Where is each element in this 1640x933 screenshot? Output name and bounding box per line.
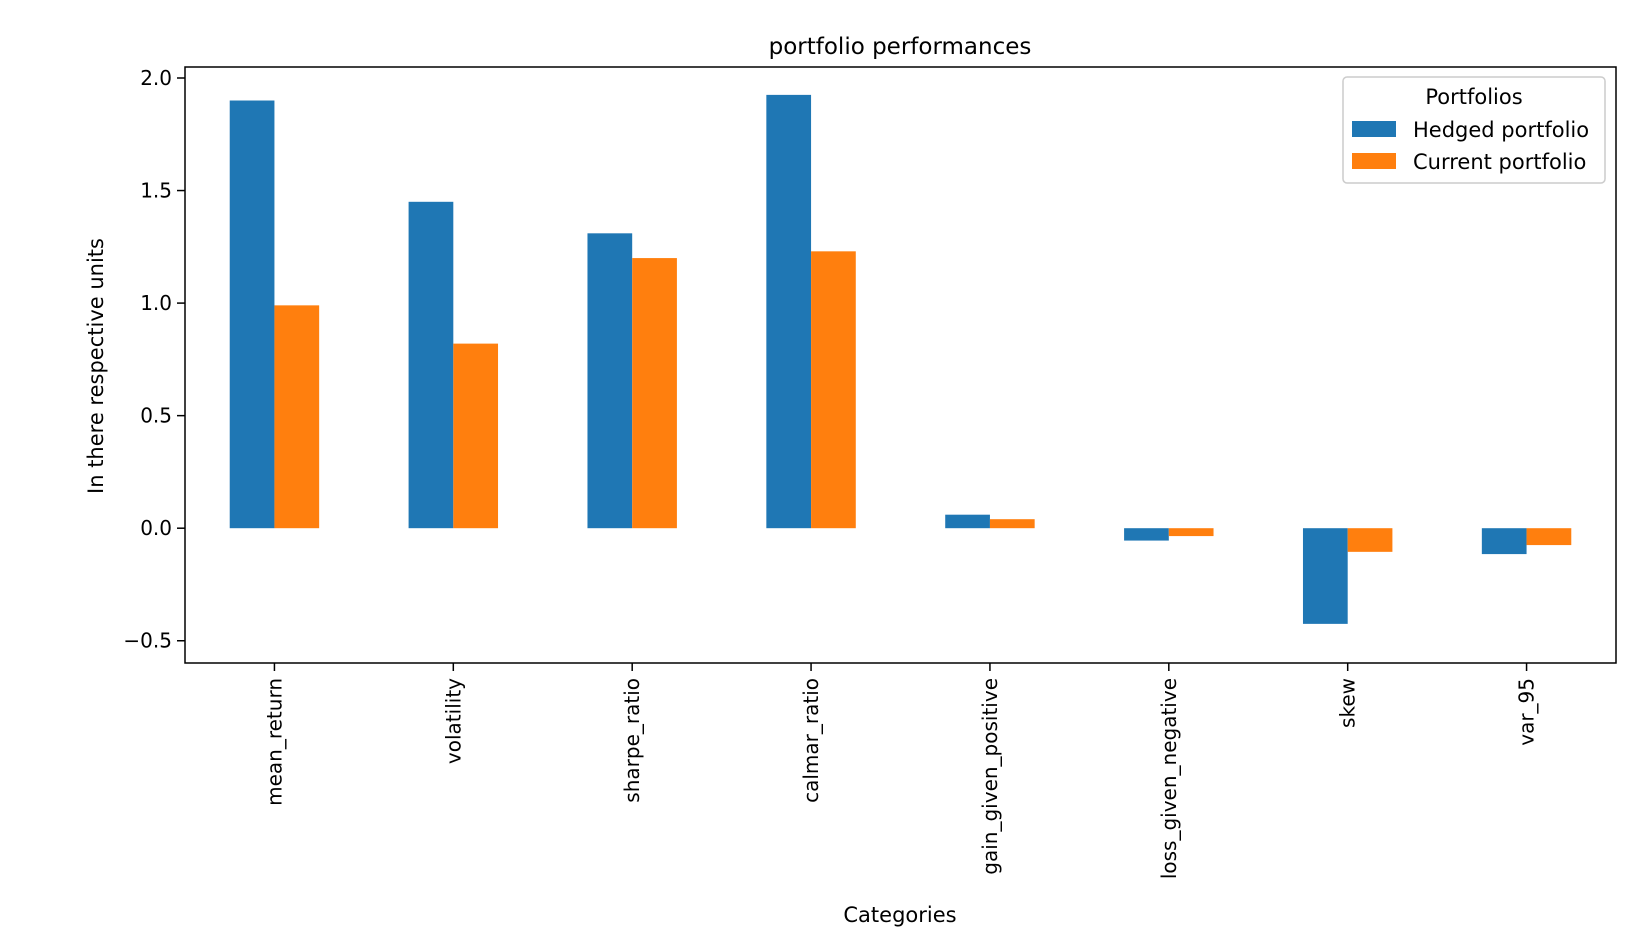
bar-hedged-var-95	[1481, 528, 1527, 555]
legend: Portfolios Hedged portfolio Current port…	[1342, 76, 1606, 184]
bar-current-calmar-ratio	[811, 251, 856, 529]
legend-box	[1342, 76, 1606, 184]
bar-hedged-skew	[1302, 528, 1348, 624]
bar-hedged-sharpe-ratio	[587, 233, 633, 529]
x-axis: mean_return volatility sharpe_ratio calmar_…	[262, 663, 1539, 879]
x-tick-label: sharpe_ratio	[620, 678, 644, 803]
x-tick-label: gain_given_positive	[978, 678, 1002, 875]
x-tick-label: mean_return	[262, 678, 286, 806]
y-tick-label: 1.0	[140, 291, 172, 315]
x-tick-label: var_95	[1515, 678, 1539, 746]
x-tick-label: volatility	[441, 678, 465, 764]
legend-label-hedged: Hedged portfolio	[1413, 118, 1589, 142]
bar-current-sharpe-ratio	[632, 258, 677, 529]
bar-hedged-gain-given-positive	[945, 514, 990, 529]
plot-frame	[184, 66, 1617, 664]
bar-hedged-calmar-ratio	[766, 94, 812, 529]
bar-current-mean-return	[274, 305, 320, 529]
legend-swatch-hedged	[1352, 121, 1396, 137]
x-tick-label: skew	[1336, 678, 1360, 728]
legend-swatch-current	[1352, 153, 1396, 169]
y-axis-label: In there respective units	[84, 238, 108, 494]
legend-label-current: Current portfolio	[1413, 150, 1586, 174]
bar-current-gain-given-positive	[989, 519, 1035, 529]
bar-current-loss-given-negative	[1168, 528, 1214, 537]
y-tick-label: 1.5	[140, 179, 172, 203]
x-axis-label: Categories	[843, 903, 956, 927]
y-tick-label: 0.0	[140, 516, 172, 540]
y-tick-label: −0.5	[123, 629, 172, 653]
bar-hedged-volatility	[408, 201, 454, 529]
bar-current-skew	[1347, 528, 1393, 552]
y-axis: 2.0 1.5 1.0 0.5 0.0 −0.5	[123, 66, 185, 653]
x-tick-label: loss_given_negative	[1157, 678, 1181, 879]
y-tick-label: 0.5	[140, 404, 172, 428]
y-tick-label: 2.0	[140, 66, 172, 90]
bar-current-volatility	[453, 343, 499, 529]
bar-hedged-loss-given-negative	[1124, 528, 1169, 541]
bar-current-var-95	[1526, 528, 1572, 546]
legend-title: Portfolios	[1425, 85, 1522, 109]
bar-hedged-mean-return	[229, 100, 275, 529]
x-tick-label: calmar_ratio	[799, 678, 823, 803]
chart-title: portfolio performances	[769, 34, 1032, 60]
bars-group	[229, 94, 1572, 624]
